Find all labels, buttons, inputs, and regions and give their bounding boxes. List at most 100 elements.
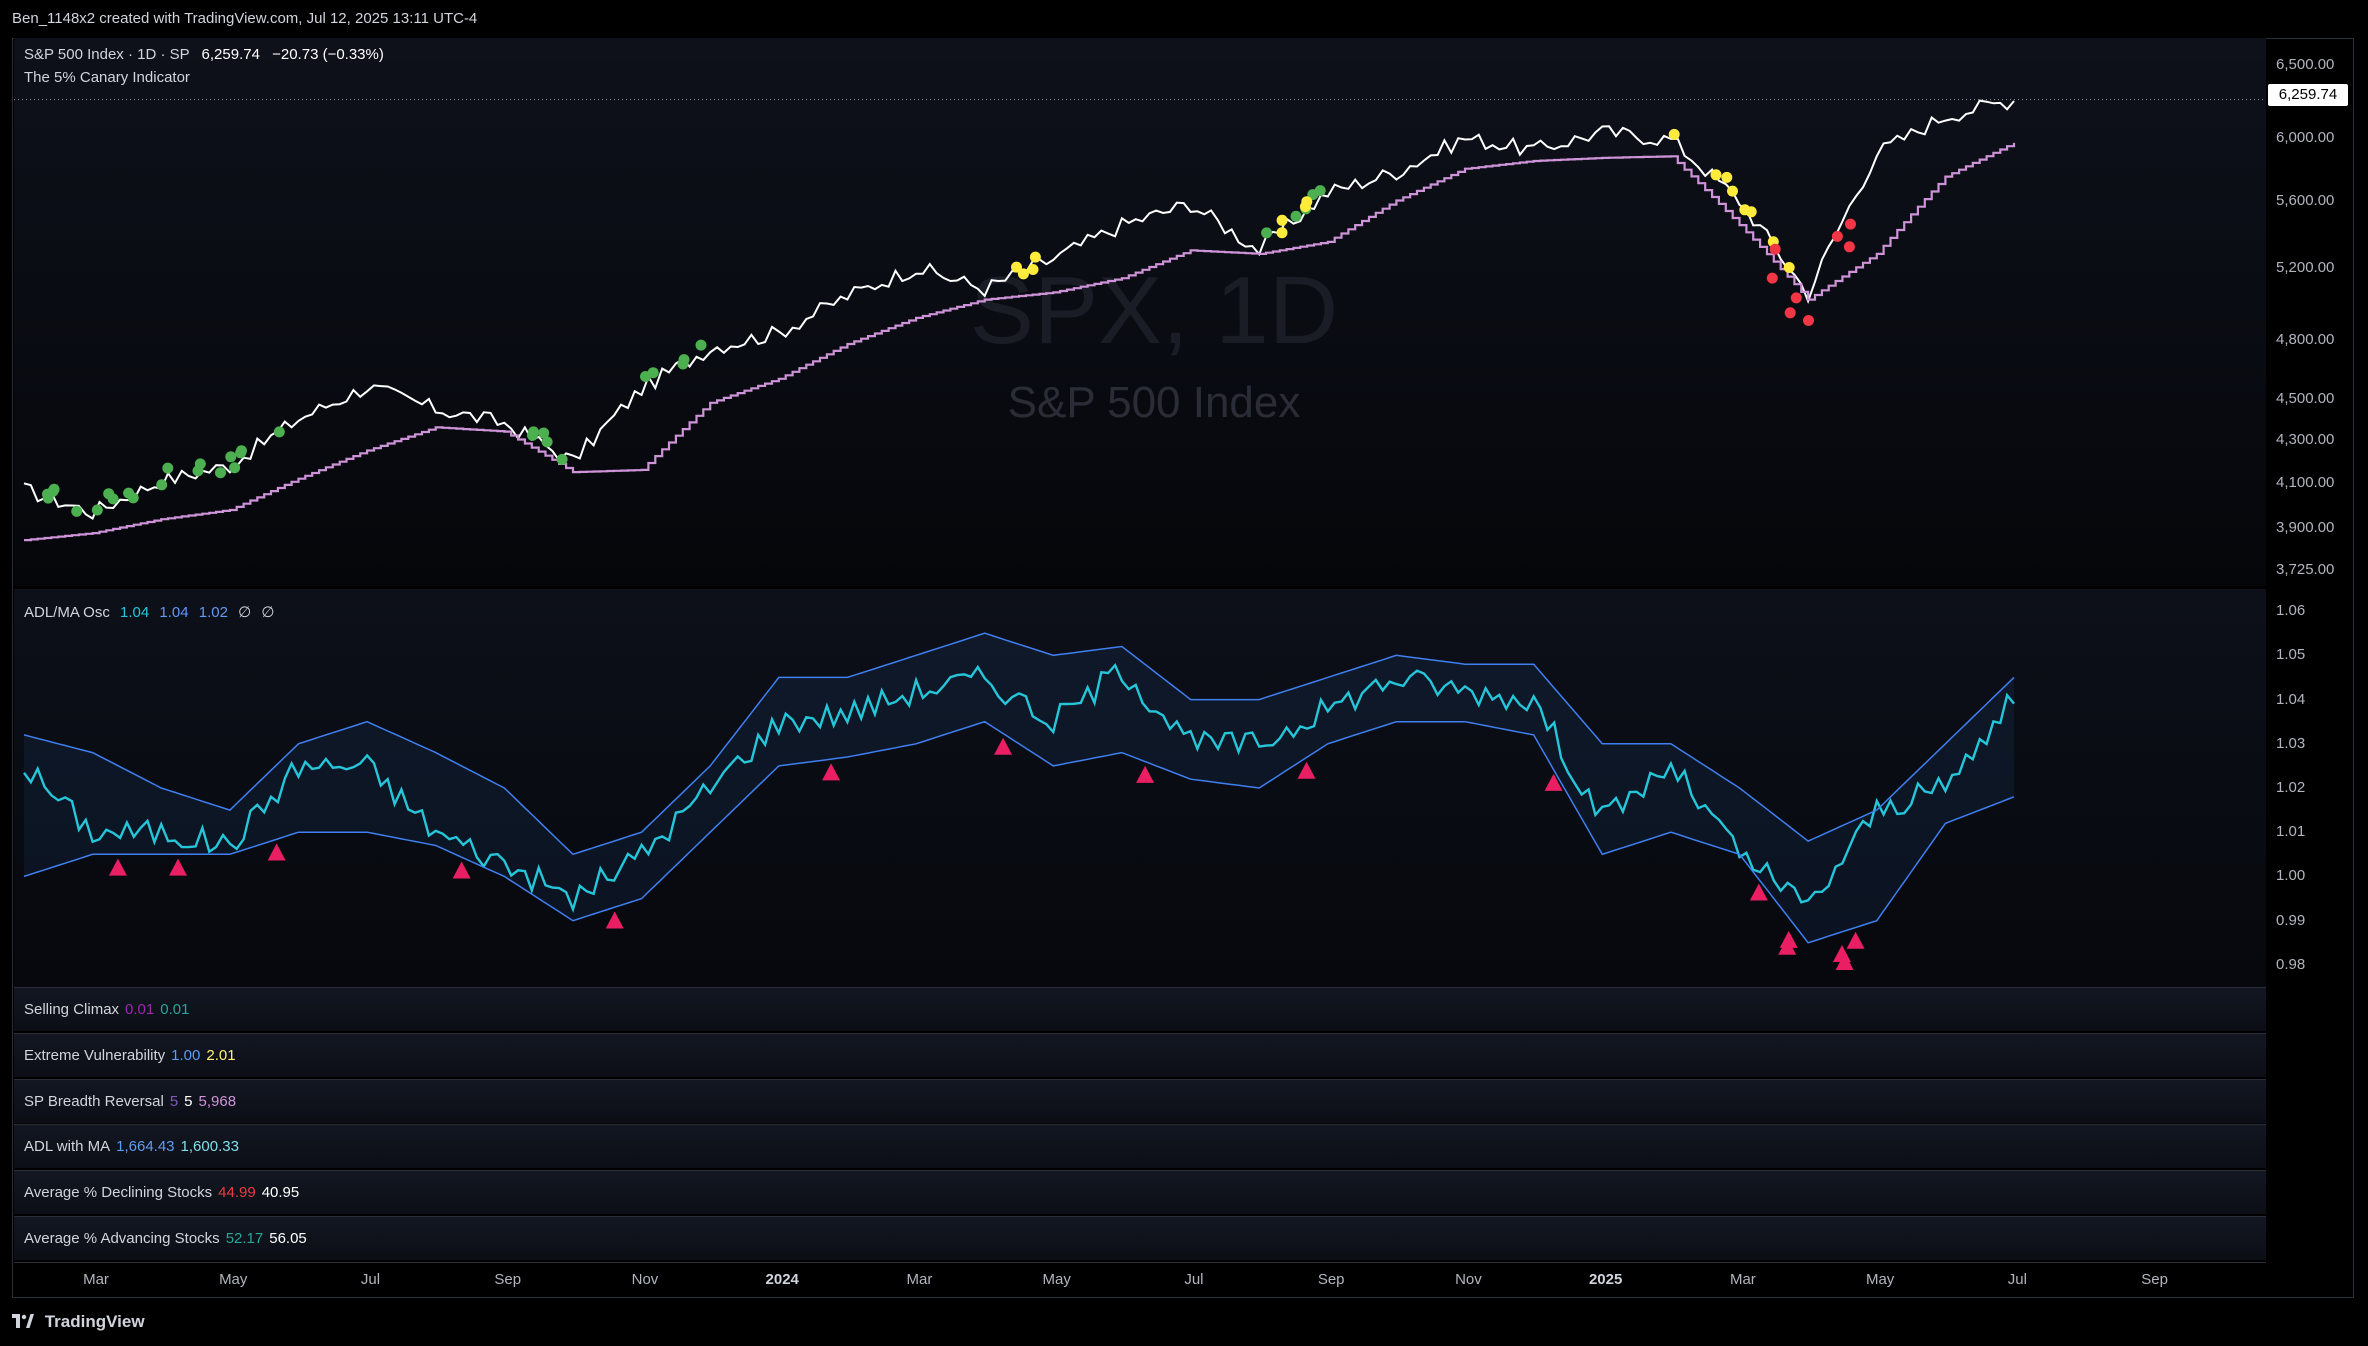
watermark-name: S&P 500 Index <box>1007 378 1301 427</box>
time-axis-tick: Jul <box>360 1271 381 1288</box>
green-signal-dot <box>71 505 83 517</box>
yellow-signal-dot <box>1739 204 1751 216</box>
oscillator-axis-tick: 1.05 <box>2276 646 2306 664</box>
time-axis-tick: Mar <box>83 1271 109 1288</box>
price-axis-tick: 4,500.00 <box>2276 389 2335 407</box>
subpane-average-declining-stocks[interactable]: Average % Declining Stocks 44.99 40.95 <box>14 1170 2266 1215</box>
symbol-legend[interactable]: S&P 500 Index · 1D · SP 6,259.74 −20.73 … <box>24 46 384 63</box>
subpane-legend: Average % Advancing Stocks 52.17 56.05 <box>24 1230 307 1247</box>
osc-value-1: 1.04 <box>120 604 150 621</box>
subpane-title: ADL with MA <box>24 1138 111 1156</box>
green-signal-dot <box>538 427 550 439</box>
subpane-title: Extreme Vulnerability <box>24 1046 166 1064</box>
signal-triangle <box>1544 773 1563 791</box>
signal-triangle <box>452 861 471 879</box>
subpane-value: 40.95 <box>261 1184 300 1202</box>
signal-triangle <box>605 911 624 929</box>
green-signal-dot <box>1261 227 1273 239</box>
green-signal-dot <box>677 358 689 370</box>
indicator-legend[interactable]: The 5% Canary Indicator <box>24 69 190 86</box>
yellow-signal-dot <box>1276 227 1288 239</box>
subpane-legend: Selling Climax 0.01 0.01 <box>24 1001 189 1018</box>
price-axis-tick: 3,900.00 <box>2276 519 2335 537</box>
subpane-legend: SP Breadth Reversal 5 5 5,968 <box>24 1093 236 1110</box>
oscillator-axis-tick: 1.02 <box>2276 779 2306 796</box>
subpane-value: 1.00 <box>171 1046 201 1064</box>
red-signal-dot <box>1784 307 1796 319</box>
subpane-value: 5 <box>184 1092 193 1110</box>
price-axis-tick: 4,300.00 <box>2276 430 2335 448</box>
tradingview-logo[interactable]: TradingView <box>12 1306 145 1338</box>
time-axis-tick: May <box>1865 1271 1895 1288</box>
subpane-average-advancing-stocks[interactable]: Average % Advancing Stocks 52.17 56.05 <box>14 1216 2266 1260</box>
last-price-tag: 6,259.74 <box>2268 84 2348 106</box>
red-signal-dot <box>1845 218 1856 230</box>
signal-triangle <box>1136 765 1155 783</box>
oscillator-axis-tick: 1.06 <box>2276 602 2306 620</box>
osc-value-5: ∅ <box>261 604 275 621</box>
signal-triangle <box>108 858 127 876</box>
red-signal-dot <box>1803 315 1814 326</box>
signal-triangle <box>1835 952 1854 970</box>
green-signal-dot <box>1290 210 1302 222</box>
oscillator-axis-tick: 0.98 <box>2276 955 2306 973</box>
subpane-extreme-vulnerability[interactable]: Extreme Vulnerability 1.00 2.01 <box>14 1032 2266 1077</box>
signal-triangle <box>822 763 841 781</box>
green-signal-dot <box>91 504 103 516</box>
time-axis-tick: Nov <box>1455 1271 1482 1288</box>
brand-name: TradingView <box>44 1312 145 1331</box>
osc-value-3: 1.02 <box>198 604 228 621</box>
subpane-selling-climax[interactable]: Selling Climax 0.01 0.01 <box>14 987 2266 1031</box>
signal-triangle <box>1778 937 1797 955</box>
time-axis-tick: Sep <box>1317 1271 1345 1288</box>
yellow-signal-dot <box>1721 171 1733 183</box>
subpane-title: Selling Climax <box>24 1001 120 1018</box>
time-axis-tick: Mar <box>1729 1271 1756 1288</box>
yellow-signal-dot <box>1668 128 1680 140</box>
subpane-value: 52.17 <box>225 1230 264 1247</box>
subpane-value: 2.01 <box>206 1046 236 1064</box>
time-axis-tick: Sep <box>2141 1271 2168 1288</box>
red-signal-dot <box>1790 292 1802 304</box>
osc-main-line <box>23 662 2015 913</box>
signal-triangle <box>267 843 286 861</box>
time-axis-tick: Jul <box>1184 1271 1204 1288</box>
yellow-signal-dot <box>1301 196 1313 208</box>
symbol-line: S&P 500 Index · 1D · SP <box>24 46 190 63</box>
green-signal-dot <box>556 453 568 465</box>
time-axis-tick: Sep <box>494 1271 522 1288</box>
green-signal-dot <box>215 467 226 479</box>
oscillator-axis-tick: 1.01 <box>2276 823 2306 841</box>
subpane-value: 5,968 <box>198 1092 237 1110</box>
subpane-title: Average % Advancing Stocks <box>24 1230 220 1247</box>
red-signal-dot <box>1769 243 1781 255</box>
oscillator-legend[interactable]: ADL/MA Osc 1.04 1.04 1.02 ∅ ∅ <box>24 603 274 621</box>
subpane-sp-breadth-reversal[interactable]: SP Breadth Reversal 5 5 5,968 <box>14 1078 2266 1123</box>
red-signal-dot <box>1831 230 1843 242</box>
time-axis-tick: 2024 <box>765 1271 799 1288</box>
price-pane[interactable]: SPX, 1D S&P 500 Index <box>14 38 2266 586</box>
osc-value-2: 1.04 <box>159 604 189 621</box>
green-signal-dot <box>229 462 241 474</box>
red-signal-dot <box>1843 241 1855 253</box>
price-axis-tick: 6,500.00 <box>2276 56 2335 74</box>
price-axis-tick: 6,000.00 <box>2276 129 2335 146</box>
osc-name: ADL/MA Osc <box>24 604 110 621</box>
subpane-title: SP Breadth Reversal <box>24 1092 164 1110</box>
osc-upper-band <box>23 632 2015 856</box>
subpane-title: Average % Declining Stocks <box>24 1184 213 1202</box>
subpane-value: 0.01 <box>125 1001 155 1018</box>
time-axis[interactable]: Mar May Jul Sep Nov 2024 Mar May Jul Sep Nov 2025 Ma… <box>14 1262 2266 1296</box>
green-signal-dot <box>541 436 553 448</box>
time-axis-tick: Jul <box>2007 1271 2027 1288</box>
price-chart <box>14 99 2266 542</box>
subpane-value: 5 <box>169 1092 179 1110</box>
subpane-adl-with-ma[interactable]: ADL with MA 1,664.43 1,600.33 <box>14 1124 2266 1169</box>
oscillator-band-fill <box>24 633 2014 943</box>
signal-triangle <box>169 858 188 876</box>
yellow-signal-dot <box>1027 264 1039 275</box>
osc-lower-band <box>23 720 2015 944</box>
price-axis-tick: 4,800.00 <box>2276 331 2335 349</box>
yellow-signal-dot <box>1276 214 1288 226</box>
green-signal-dot <box>640 371 651 382</box>
